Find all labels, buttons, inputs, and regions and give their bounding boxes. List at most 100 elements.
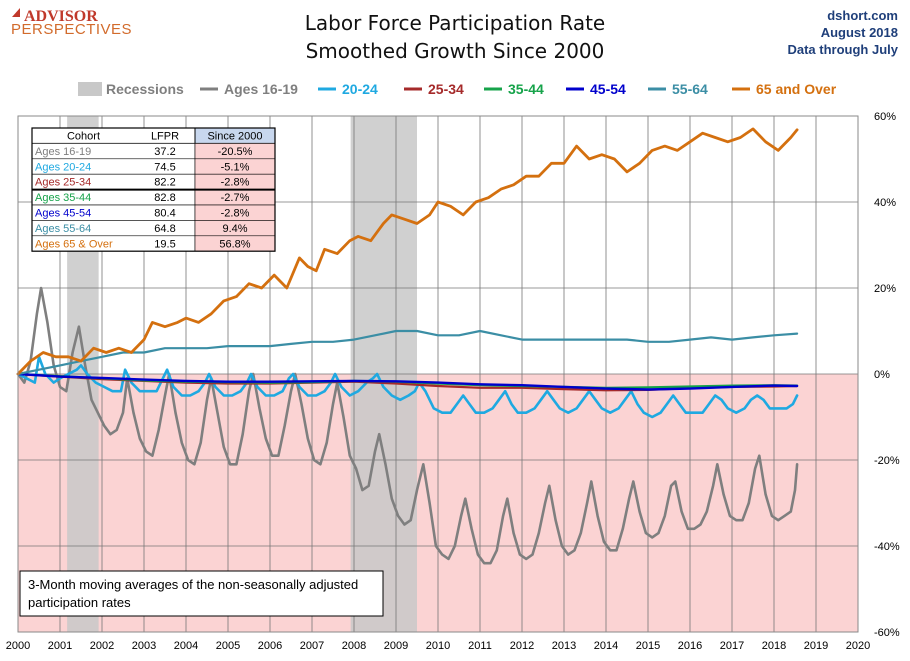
legend-item-ages-16-19: Ages 16-19 xyxy=(200,81,298,97)
x-tick-label: 2012 xyxy=(510,640,534,652)
table-cell-lfpr: 19.5 xyxy=(154,238,175,250)
x-tick-label: 2020 xyxy=(846,640,870,652)
y-tick-label: -20% xyxy=(874,455,900,467)
x-tick-label: 2001 xyxy=(48,640,72,652)
legend-label: 25-34 xyxy=(428,81,464,97)
series-line-55-64 xyxy=(16,329,799,376)
x-tick-label: 2008 xyxy=(342,640,366,652)
note-box-frame xyxy=(19,570,384,617)
note-line1: 3-Month moving averages of the non-seaso… xyxy=(28,577,358,592)
legend-label: 45-54 xyxy=(590,81,626,97)
chart-title-line1: Labor Force Participation Rate xyxy=(305,11,605,35)
x-tick-label: 2018 xyxy=(762,640,786,652)
table-cell-since: 56.8% xyxy=(219,238,250,250)
y-tick-label: -60% xyxy=(874,627,900,639)
x-tick-label: 2002 xyxy=(90,640,114,652)
table-cell-cohort: Ages 20-24 xyxy=(35,161,91,173)
table-cell-since: -20.5% xyxy=(218,146,253,158)
series-line-20-24 xyxy=(16,355,799,419)
table-row: Ages 20-24 74.5 -5.1% xyxy=(31,158,276,175)
table-row: Ages 45-54 80.4 -2.8% xyxy=(31,204,276,221)
table-cell-cohort: Ages 65 & Over xyxy=(35,238,113,250)
legend-label: Recessions xyxy=(106,81,184,97)
x-tick-label: 2014 xyxy=(594,640,618,652)
x-tick-label: 2000 xyxy=(6,640,30,652)
table-header: Since 2000 xyxy=(207,131,262,143)
logo-perspectives: PERSPECTIVES xyxy=(11,21,132,38)
x-tick-label: 2010 xyxy=(426,640,450,652)
table-row: Ages 65 & Over 19.5 56.8% xyxy=(31,235,276,252)
legend-swatch xyxy=(78,82,102,96)
logo-advisor: ADVISOR xyxy=(24,8,98,25)
table-header: LFPR xyxy=(151,131,179,143)
legend-item-25-34: 25-34 xyxy=(404,81,464,97)
table-cell-lfpr: 80.4 xyxy=(154,208,175,220)
date-text: August 2018 xyxy=(821,25,898,40)
x-tick-label: 2017 xyxy=(720,640,744,652)
plot-border xyxy=(17,115,859,633)
x-tick-label: 2015 xyxy=(636,640,660,652)
legend-item-35-44: 35-44 xyxy=(484,81,544,97)
table-header: Cohort xyxy=(67,131,100,143)
legend-item-recessions: Recessions xyxy=(78,81,184,97)
table-cell-since: -2.7% xyxy=(221,192,250,204)
x-tick-label: 2011 xyxy=(468,640,492,652)
table-cell-lfpr: 37.2 xyxy=(154,146,175,158)
legend-label: 65 and Over xyxy=(756,81,837,97)
x-tick-label: 2007 xyxy=(300,640,324,652)
legend-label: 35-44 xyxy=(508,81,544,97)
table-cell-lfpr: 74.5 xyxy=(154,161,175,173)
table-cell-since: 9.4% xyxy=(222,223,247,235)
chart-title-line2: Smoothed Growth Since 2000 xyxy=(306,39,605,63)
legend-label: 55-64 xyxy=(672,81,708,97)
table-row: Ages 35-44 82.8 -2.7% xyxy=(31,189,276,206)
table-cell-cohort: Ages 55-64 xyxy=(35,223,91,235)
table-cell-since: -2.8% xyxy=(221,177,250,189)
logo-mark-icon xyxy=(12,8,20,17)
series-line-45-54 xyxy=(16,372,799,391)
x-tick-label: 2013 xyxy=(552,640,576,652)
table-cell-cohort: Ages 25-34 xyxy=(35,177,91,189)
source-text: dshort.com xyxy=(827,8,898,23)
table-row: Ages 16-19 37.2 -20.5% xyxy=(31,143,276,160)
x-tick-label: 2009 xyxy=(384,640,408,652)
note-line2: participation rates xyxy=(28,595,131,610)
series-line-ages-16-19 xyxy=(16,286,799,565)
table-row: Ages 25-34 82.2 -2.8% xyxy=(31,173,276,190)
table-row: Ages 55-64 64.8 9.4% xyxy=(31,220,276,237)
x-axis: 2000 2001 2002 2003 2004 2005 2006 2007 2008 2009… xyxy=(6,640,870,652)
table-cell-lfpr: 82.8 xyxy=(154,192,175,204)
data-through-text: Data through July xyxy=(787,42,898,57)
legend: Recessions Ages 16-19 20-24 25-34 35-44 45-54… xyxy=(78,81,837,97)
series-lines xyxy=(16,127,799,565)
table-cell-cohort: Ages 16-19 xyxy=(35,146,91,158)
legend-item-45-54: 45-54 xyxy=(566,81,626,97)
note-box: 3-Month moving averages of the non-seaso… xyxy=(19,570,384,617)
series-line-65-and-over xyxy=(16,127,799,376)
table-border xyxy=(31,127,276,252)
table-cell-cohort: Ages 45-54 xyxy=(35,208,91,220)
y-tick-label: 20% xyxy=(874,283,896,295)
legend-item-65-and-over: 65 and Over xyxy=(732,81,837,97)
y-tick-label: 0% xyxy=(874,369,890,381)
legend-item-55-64: 55-64 xyxy=(648,81,708,97)
legend-label: Ages 16-19 xyxy=(224,81,298,97)
legend-label: 20-24 xyxy=(342,81,378,97)
y-tick-label: 40% xyxy=(874,197,896,209)
table-cell-since: -5.1% xyxy=(221,161,250,173)
table-cell-lfpr: 82.2 xyxy=(154,177,175,189)
x-tick-label: 2004 xyxy=(174,640,198,652)
table-cell-lfpr: 64.8 xyxy=(154,223,175,235)
y-tick-label: -40% xyxy=(874,541,900,553)
x-tick-label: 2005 xyxy=(216,640,240,652)
table-cell-since: -2.8% xyxy=(221,208,250,220)
table-cell-cohort: Ages 35-44 xyxy=(35,192,91,204)
legend-item-20-24: 20-24 xyxy=(318,81,378,97)
data-table: Cohort LFPR Since 2000 Ages 16-19 37.2 -20.5%… xyxy=(31,127,276,252)
x-tick-label: 2006 xyxy=(258,640,282,652)
y-axis: 60% 40% 20% 0% -20% -40% -60% xyxy=(874,111,900,639)
x-tick-label: 2016 xyxy=(678,640,702,652)
x-tick-label: 2003 xyxy=(132,640,156,652)
x-tick-label: 2019 xyxy=(804,640,828,652)
